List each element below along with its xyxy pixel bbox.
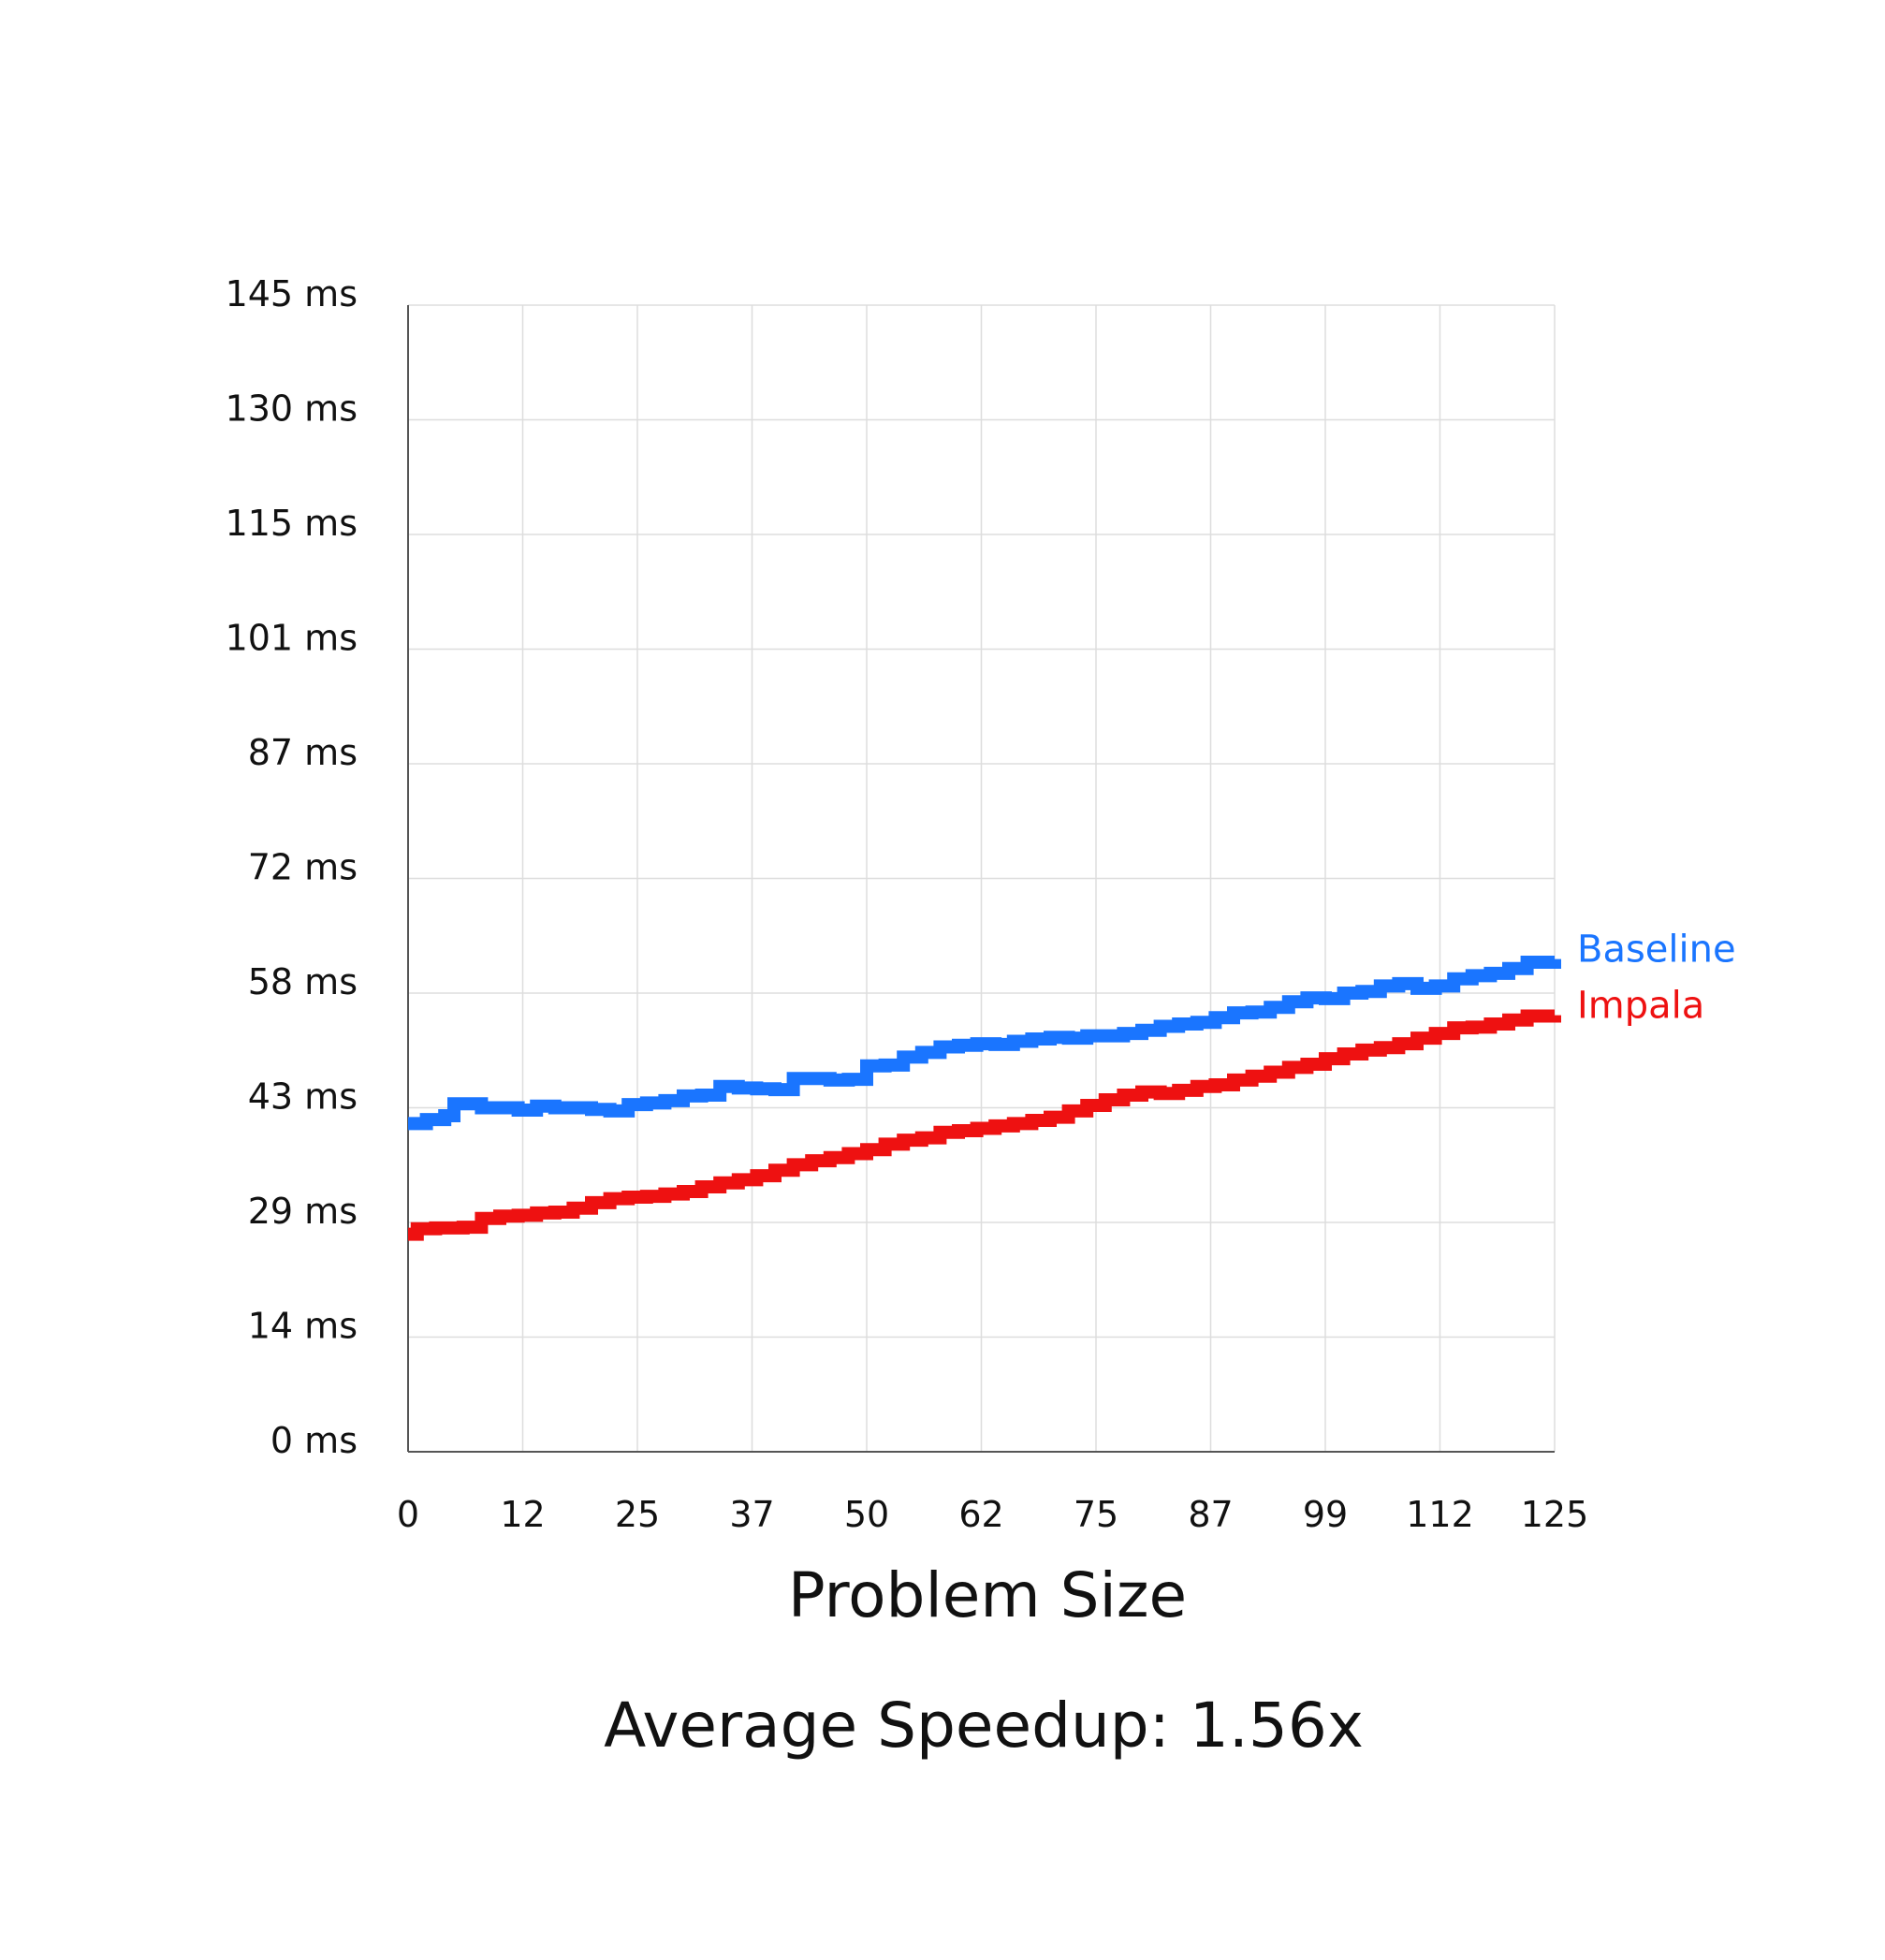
ticks-layer: 0 12 25 37 50 62 75 87 99 112 125 0 ms 14 ms 29 ms 43 …	[226, 273, 1589, 1535]
y-tick-label: 58 ms	[248, 961, 358, 1002]
y-tick-label: 101 ms	[226, 618, 358, 659]
y-tick-label: 87 ms	[248, 732, 358, 773]
baseline-series-line	[408, 956, 1561, 1131]
x-tick-label: 12	[500, 1494, 545, 1535]
legend-layer: Baseline Impala	[1577, 929, 1736, 1028]
y-tick-label: 145 ms	[226, 273, 358, 314]
baseline-legend-label: Baseline	[1577, 929, 1736, 972]
y-tick-label: 115 ms	[226, 503, 358, 544]
x-tick-label: 50	[844, 1494, 889, 1535]
x-tick-label: 99	[1303, 1494, 1348, 1535]
x-tick-label: 37	[729, 1494, 774, 1535]
y-tick-label: 130 ms	[226, 388, 358, 430]
axes-layer	[407, 305, 1555, 1453]
grid-layer	[408, 304, 1556, 1452]
series-layer	[408, 956, 1561, 1241]
x-tick-label: 62	[958, 1494, 1003, 1535]
x-tick-label: 112	[1406, 1494, 1474, 1535]
x-tick-label: 125	[1521, 1494, 1589, 1535]
impala-series-line	[408, 1009, 1561, 1241]
x-tick-label: 75	[1074, 1494, 1118, 1535]
y-tick-label: 0 ms	[270, 1420, 358, 1461]
y-tick-label: 72 ms	[248, 847, 358, 888]
x-axis-title: Problem Size	[788, 1559, 1187, 1631]
x-tick-label: 25	[615, 1494, 660, 1535]
x-tick-label: 0	[397, 1494, 419, 1535]
y-tick-label: 43 ms	[248, 1076, 358, 1118]
x-tick-label: 87	[1188, 1494, 1233, 1535]
y-tick-label: 14 ms	[248, 1306, 358, 1347]
impala-legend-label: Impala	[1577, 985, 1704, 1028]
y-tick-label: 29 ms	[248, 1191, 358, 1232]
average-speedup-text: Average Speedup: 1.56x	[604, 1689, 1364, 1762]
